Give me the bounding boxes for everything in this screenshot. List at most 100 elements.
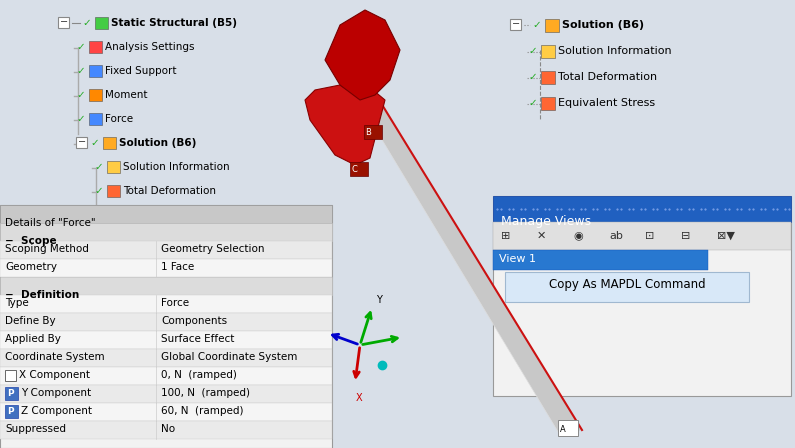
Text: Total Deformation: Total Deformation [123, 186, 216, 196]
Bar [0, 205, 332, 223]
Bar [0, 205, 332, 448]
Text: ✓: ✓ [76, 114, 85, 124]
Bar [89, 113, 102, 125]
Text: ⊞: ⊞ [501, 231, 510, 241]
Bar [493, 196, 791, 396]
Text: −: − [77, 137, 86, 147]
Text: Define By: Define By [5, 316, 56, 326]
Text: X: X [356, 393, 363, 403]
Text: ✓: ✓ [528, 72, 537, 82]
Text: 1 Face: 1 Face [161, 262, 194, 272]
Text: Solution (B6): Solution (B6) [119, 138, 196, 148]
Text: Global Coordinate System: Global Coordinate System [161, 352, 297, 362]
Bar [364, 125, 382, 139]
Bar [5, 387, 18, 400]
Text: Geometry Selection: Geometry Selection [161, 244, 265, 254]
Bar [89, 89, 102, 101]
Text: No: No [161, 424, 175, 434]
Text: Applied By: Applied By [5, 334, 61, 344]
Text: ✓: ✓ [528, 46, 537, 56]
Bar [107, 185, 120, 197]
Text: ✓: ✓ [94, 186, 103, 196]
Text: C: C [351, 165, 357, 174]
Text: A: A [560, 425, 566, 434]
Text: Surface Effect: Surface Effect [161, 334, 235, 344]
Text: ◉: ◉ [573, 231, 583, 241]
Bar [558, 420, 578, 436]
Bar [107, 161, 120, 173]
Text: ✓: ✓ [94, 162, 103, 172]
Text: 100, N  (ramped): 100, N (ramped) [161, 388, 250, 398]
Bar [505, 272, 750, 302]
Text: Moment: Moment [105, 90, 148, 100]
Text: ⊠▼: ⊠▼ [717, 231, 735, 241]
Bar [493, 222, 791, 250]
Text: P: P [7, 389, 14, 398]
Text: Solution Information: Solution Information [123, 162, 230, 172]
Bar [0, 349, 332, 367]
Bar [0, 241, 332, 259]
Bar [5, 405, 18, 418]
Bar [350, 162, 368, 176]
Bar [0, 223, 332, 241]
Bar [103, 137, 116, 149]
Text: −: − [60, 17, 68, 27]
Text: Solution Information: Solution Information [558, 46, 672, 56]
Bar [541, 71, 555, 84]
Text: −  Scope: − Scope [5, 236, 56, 246]
Text: −: − [511, 19, 520, 29]
Text: Copy As MAPDL Command: Copy As MAPDL Command [549, 278, 705, 291]
Text: View 1: View 1 [499, 254, 536, 264]
Text: ✓: ✓ [532, 20, 541, 30]
Text: 0, N  (ramped): 0, N (ramped) [161, 370, 237, 380]
Bar [0, 403, 332, 421]
Text: B: B [365, 128, 371, 137]
Bar [541, 97, 555, 110]
Bar [0, 295, 332, 313]
Text: ⊟: ⊟ [681, 231, 690, 241]
Text: ✓: ✓ [90, 138, 99, 148]
Text: 60, N  (ramped): 60, N (ramped) [161, 406, 243, 416]
Text: −  Definition: − Definition [5, 290, 80, 300]
Text: ✓: ✓ [76, 66, 85, 76]
Text: Details of "Force": Details of "Force" [5, 218, 95, 228]
Text: ab: ab [609, 231, 622, 241]
Text: Components: Components [161, 316, 227, 326]
Bar [0, 421, 332, 439]
Bar [95, 17, 108, 29]
Text: Force: Force [161, 298, 189, 308]
Bar [541, 45, 555, 58]
Polygon shape [355, 90, 582, 435]
Bar [0, 385, 332, 403]
Bar [510, 19, 521, 30]
Polygon shape [325, 10, 400, 100]
Text: Total Deformation: Total Deformation [558, 72, 657, 82]
Text: Manage Views: Manage Views [501, 215, 591, 228]
Bar [0, 313, 332, 331]
Text: Equivalent Stress: Equivalent Stress [558, 98, 655, 108]
Bar [0, 367, 332, 385]
Text: ✓: ✓ [528, 98, 537, 108]
Bar [5, 370, 16, 381]
Text: X Component: X Component [19, 370, 90, 380]
Text: ✓: ✓ [82, 18, 91, 28]
Text: Force: Force [105, 114, 133, 124]
Text: Static Structural (B5): Static Structural (B5) [111, 18, 237, 28]
Text: Coordinate System: Coordinate System [5, 352, 105, 362]
Polygon shape [305, 85, 385, 165]
Bar [89, 65, 102, 77]
Bar [58, 17, 69, 28]
Text: Suppressed: Suppressed [5, 424, 66, 434]
Text: Analysis Settings: Analysis Settings [105, 42, 195, 52]
Text: Y Component: Y Component [21, 388, 91, 398]
Text: Geometry: Geometry [5, 262, 57, 272]
Bar [0, 259, 332, 277]
Text: P: P [7, 407, 14, 416]
Bar [0, 277, 332, 295]
Text: ⊡: ⊡ [645, 231, 654, 241]
Text: Z Component: Z Component [21, 406, 92, 416]
Bar [76, 137, 87, 148]
Text: ✓: ✓ [76, 90, 85, 100]
Text: Y: Y [376, 295, 382, 305]
Text: Fixed Support: Fixed Support [105, 66, 176, 76]
